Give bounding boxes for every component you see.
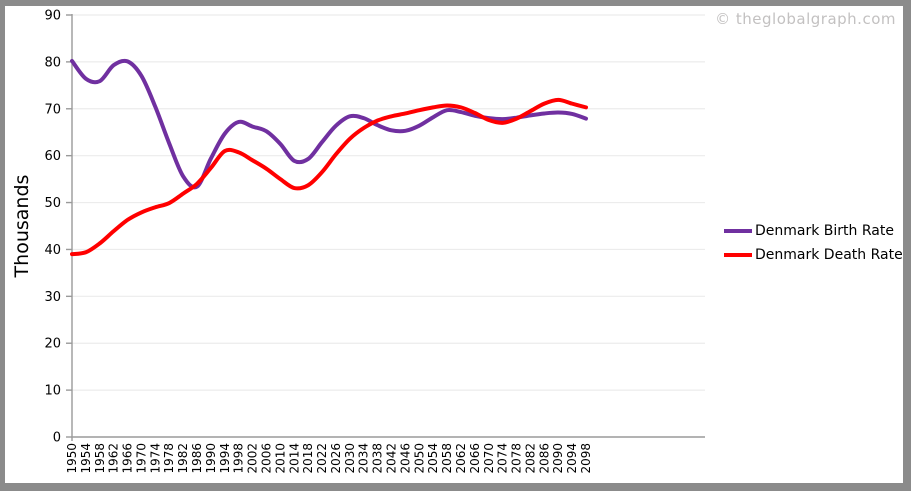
x-tick-label: 2094: [565, 443, 579, 474]
x-tick-label: 2090: [551, 443, 565, 474]
x-tick-label: 2006: [259, 443, 273, 474]
x-tick-label: 2078: [510, 443, 524, 474]
x-tick-label: 2030: [343, 443, 357, 474]
x-tick-label: 1990: [204, 443, 218, 474]
x-tick-label: 2070: [482, 443, 496, 474]
birth-rate-legend-label: Denmark Birth Rate: [755, 223, 894, 239]
y-tick-label: 30: [44, 290, 61, 305]
y-tick-label: 90: [44, 9, 61, 24]
y-tick-label: 80: [44, 55, 61, 70]
x-tick-label: 2086: [537, 443, 551, 474]
legend-item-birth-rate: Denmark Birth Rate: [724, 223, 903, 239]
x-tick-label: 1998: [232, 443, 246, 474]
denmark-birth-rate-line: [70, 58, 588, 190]
x-tick-label: 2038: [371, 443, 385, 474]
y-tick-label: 20: [44, 337, 61, 352]
x-tick-label: 1986: [190, 443, 204, 474]
x-tick-label: 2046: [398, 443, 412, 474]
legend-item-death-rate: Denmark Death Rate: [724, 247, 903, 263]
x-tick-label: 2062: [454, 443, 468, 474]
x-tick-label: 2010: [273, 443, 287, 474]
x-tick-label: 2018: [301, 443, 315, 474]
x-tick-label: 2002: [246, 443, 260, 474]
x-tick-label: 1974: [148, 443, 162, 474]
x-tick-label: 2098: [579, 443, 593, 474]
chart-canvas: © theglobalgraph.com Thousands 0 10 20 30 40…: [5, 6, 903, 483]
death-rate-legend-label: Denmark Death Rate: [755, 247, 903, 263]
x-tick-label: 2014: [287, 443, 301, 474]
y-tick-label: 60: [44, 149, 61, 164]
x-tick-label: 2074: [496, 443, 510, 474]
x-tick-label: 1994: [218, 443, 232, 474]
x-tick-label: 1950: [65, 443, 79, 474]
x-tick-label: 1954: [79, 443, 93, 474]
death-rate-line-swatch: [724, 253, 752, 257]
legend: Denmark Birth Rate Denmark Death Rate: [724, 223, 903, 263]
x-tick-label: 1982: [176, 443, 190, 474]
x-tick-label: 1958: [93, 443, 107, 474]
birth-rate-line-swatch: [724, 229, 752, 233]
y-tick-label: 70: [44, 102, 61, 117]
x-tick-label: 1962: [107, 443, 121, 474]
x-tick-label: 1970: [134, 443, 148, 474]
x-tick-label: 2058: [440, 443, 454, 474]
x-tick-label: 2050: [412, 443, 426, 474]
denmark-death-rate-line: [70, 97, 588, 257]
y-tick-label: 40: [44, 243, 61, 258]
x-tick-label: 2026: [329, 443, 343, 474]
y-tick-label: 0: [53, 431, 61, 446]
x-tick-label: 2082: [523, 443, 537, 474]
x-tick-label: 2022: [315, 443, 329, 474]
x-tick-label: 1978: [162, 443, 176, 474]
x-tick-label: 2066: [468, 443, 482, 474]
y-tick-label: 50: [44, 196, 61, 211]
x-tick-label: 2042: [385, 443, 399, 474]
watermark: © theglobalgraph.com: [715, 10, 896, 28]
x-tick-label: 1966: [121, 443, 135, 474]
x-tick-label: 2034: [357, 443, 371, 474]
x-tick-label: 2054: [426, 443, 440, 474]
y-tick-label: 10: [44, 384, 61, 399]
